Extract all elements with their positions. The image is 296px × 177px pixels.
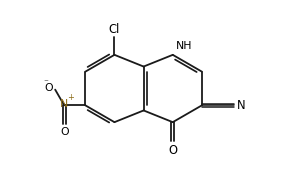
Text: O: O	[60, 127, 69, 137]
Text: O: O	[168, 144, 177, 157]
Text: N: N	[237, 99, 245, 112]
Text: ⁻: ⁻	[43, 79, 48, 88]
Text: O: O	[44, 83, 53, 93]
Text: NH: NH	[176, 41, 192, 51]
Text: +: +	[67, 93, 74, 102]
Text: N: N	[60, 99, 68, 109]
Text: Cl: Cl	[109, 23, 120, 36]
